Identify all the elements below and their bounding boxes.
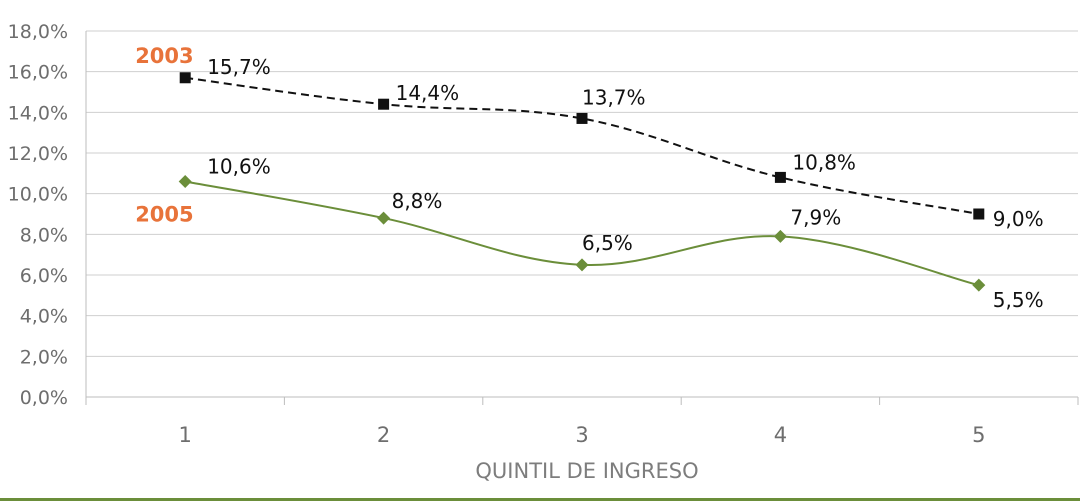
y-tick-label: 16,0%: [8, 62, 68, 84]
gridlines: [86, 30, 1078, 357]
series-line-2003: [185, 76, 979, 215]
x-tick-label: 3: [575, 423, 588, 447]
data-point-2003: [576, 112, 588, 124]
x-tick-label: 5: [972, 423, 985, 447]
data-label-2005: 6,5%: [582, 231, 633, 255]
data-point-2005: [972, 278, 986, 292]
data-labels: 15,7% 14,4% 13,7% 10,8% 9,0% 2003 10,6% 8,8% 6,5…: [135, 44, 1043, 312]
data-label-2005: 8,8%: [392, 189, 443, 213]
data-point-2005: [178, 174, 192, 188]
data-point-2003: [973, 208, 985, 220]
data-label-2003: 15,7%: [207, 55, 271, 79]
data-label-2005: 10,6%: [207, 154, 271, 178]
axes: 0,0% 2,0% 4,0% 6,0% 8,0% 10,0% 12,0% 14,0% 16,0%…: [8, 21, 1079, 447]
y-tick-label: 2,0%: [20, 346, 68, 368]
y-tick-label: 10,0%: [8, 184, 68, 206]
series-name-2003: 2003: [135, 44, 193, 68]
x-tick-label: 1: [179, 423, 192, 447]
series: [178, 72, 986, 292]
y-tick-label: 4,0%: [20, 306, 68, 328]
data-point-2003: [179, 72, 191, 84]
y-tick-label: 8,0%: [20, 224, 68, 246]
y-tick-label: 6,0%: [20, 265, 68, 287]
data-point-2005: [773, 229, 787, 243]
data-label-2003: 14,4%: [396, 81, 460, 105]
data-point-2005: [377, 211, 391, 225]
data-label-2005: 7,9%: [790, 205, 841, 229]
data-label-2005: 5,5%: [993, 288, 1044, 312]
x-axis-title: QUINTIL DE INGRESO: [475, 459, 698, 483]
y-tick-label: 12,0%: [8, 143, 68, 165]
y-tick-label: 14,0%: [8, 102, 68, 124]
y-tick-label: 18,0%: [8, 21, 68, 43]
data-label-2003: 10,8%: [792, 150, 856, 174]
bottom-rule: [0, 498, 1080, 501]
data-point-2005: [575, 258, 589, 272]
data-point-2003: [774, 171, 786, 183]
data-point-2003: [378, 98, 390, 110]
series-name-2005: 2005: [135, 202, 193, 226]
x-tick-label: 4: [774, 423, 787, 447]
y-tick-label: 0,0%: [20, 387, 68, 409]
x-tick-label: 2: [377, 423, 390, 447]
data-label-2003: 13,7%: [582, 85, 646, 109]
data-label-2003: 9,0%: [993, 207, 1044, 231]
